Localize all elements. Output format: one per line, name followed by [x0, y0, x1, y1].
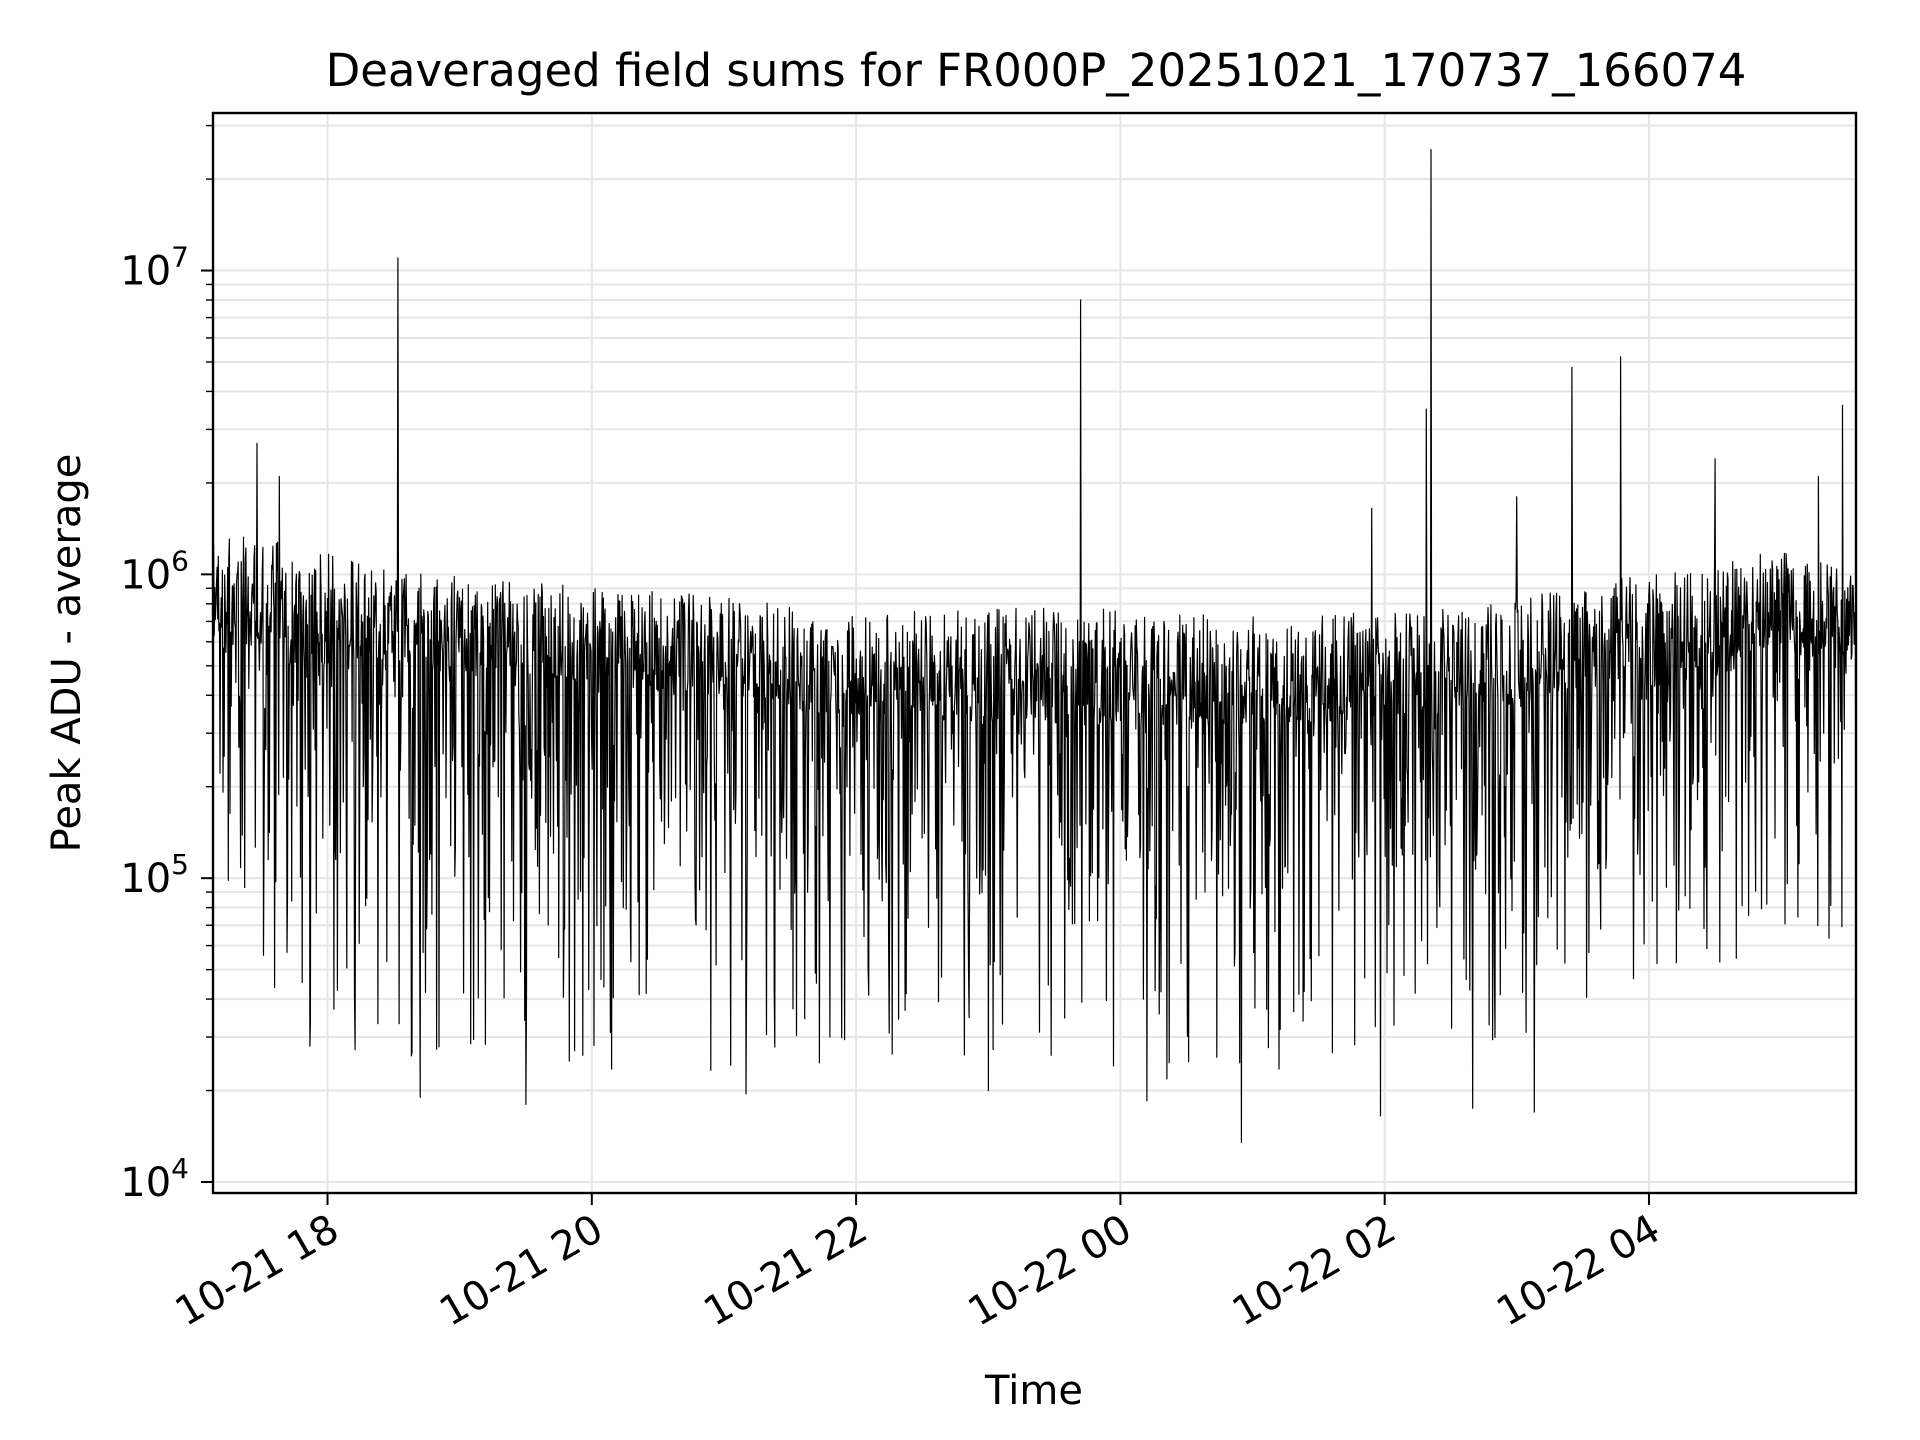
data-series-line	[212, 149, 1857, 1143]
x-axis-label: Time	[984, 1368, 1083, 1414]
y-axis-ticks: 104 105 106 107	[120, 124, 213, 1206]
y-tick-label: 104	[120, 1152, 189, 1206]
y-tick-label: 106	[120, 544, 189, 598]
y-tick-label: 105	[120, 848, 189, 902]
y-axis-label: Peak ADU - average	[44, 454, 90, 853]
plot-frame	[211, 111, 1858, 1195]
chart-title: Deaveraged field sums for FR000P_2025102…	[326, 44, 1747, 97]
series-path	[212, 149, 1857, 1143]
y-tick-label: 107	[120, 241, 189, 295]
